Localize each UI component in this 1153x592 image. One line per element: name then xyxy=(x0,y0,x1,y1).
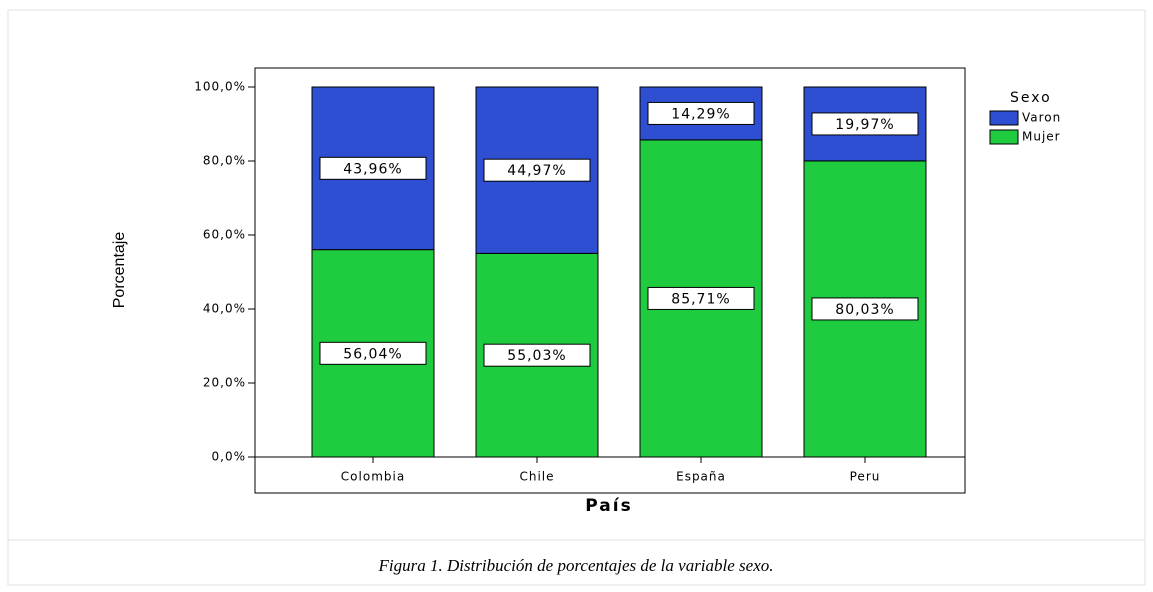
value-label: 44,97% xyxy=(507,163,566,179)
value-label-box xyxy=(811,112,919,136)
legend-label: Varon xyxy=(1022,111,1061,125)
value-label: 85,71% xyxy=(671,291,730,307)
legend-swatch xyxy=(989,129,1019,145)
value-label-box xyxy=(319,341,427,365)
legend-label: Mujer xyxy=(1022,130,1061,144)
value-label: 56,04% xyxy=(343,346,402,362)
value-label-box xyxy=(483,343,591,367)
value-label-box xyxy=(647,101,755,125)
value-label: 43,96% xyxy=(343,161,402,177)
value-label: 19,97% xyxy=(835,117,894,133)
x-tick-label: Colombia xyxy=(341,470,405,484)
x-tick-label: Chile xyxy=(519,470,554,484)
y-tick-label: 40,0% xyxy=(203,302,246,316)
x-tick-label: España xyxy=(676,470,726,484)
y-tick-label: 20,0% xyxy=(203,376,246,390)
value-label-box xyxy=(319,156,427,180)
value-label-box xyxy=(811,297,919,321)
x-axis-label: País xyxy=(585,496,632,516)
value-label: 80,03% xyxy=(835,302,894,318)
y-axis-label: Porcentaje xyxy=(111,232,128,309)
x-tick-label: Peru xyxy=(850,470,881,484)
value-label-box xyxy=(647,286,755,310)
legend-title: Sexo xyxy=(1010,90,1052,106)
value-label-box xyxy=(483,158,591,182)
legend-swatch xyxy=(989,110,1019,126)
y-tick-label: 100,0% xyxy=(194,80,246,94)
y-tick-label: 60,0% xyxy=(203,228,246,242)
y-tick-label: 80,0% xyxy=(203,154,246,168)
value-label: 14,29% xyxy=(671,106,730,122)
value-label: 55,03% xyxy=(507,348,566,364)
y-tick-label: 0,0% xyxy=(212,450,247,464)
caption: Figura 1. Distribución de porcentajes de… xyxy=(377,556,773,575)
